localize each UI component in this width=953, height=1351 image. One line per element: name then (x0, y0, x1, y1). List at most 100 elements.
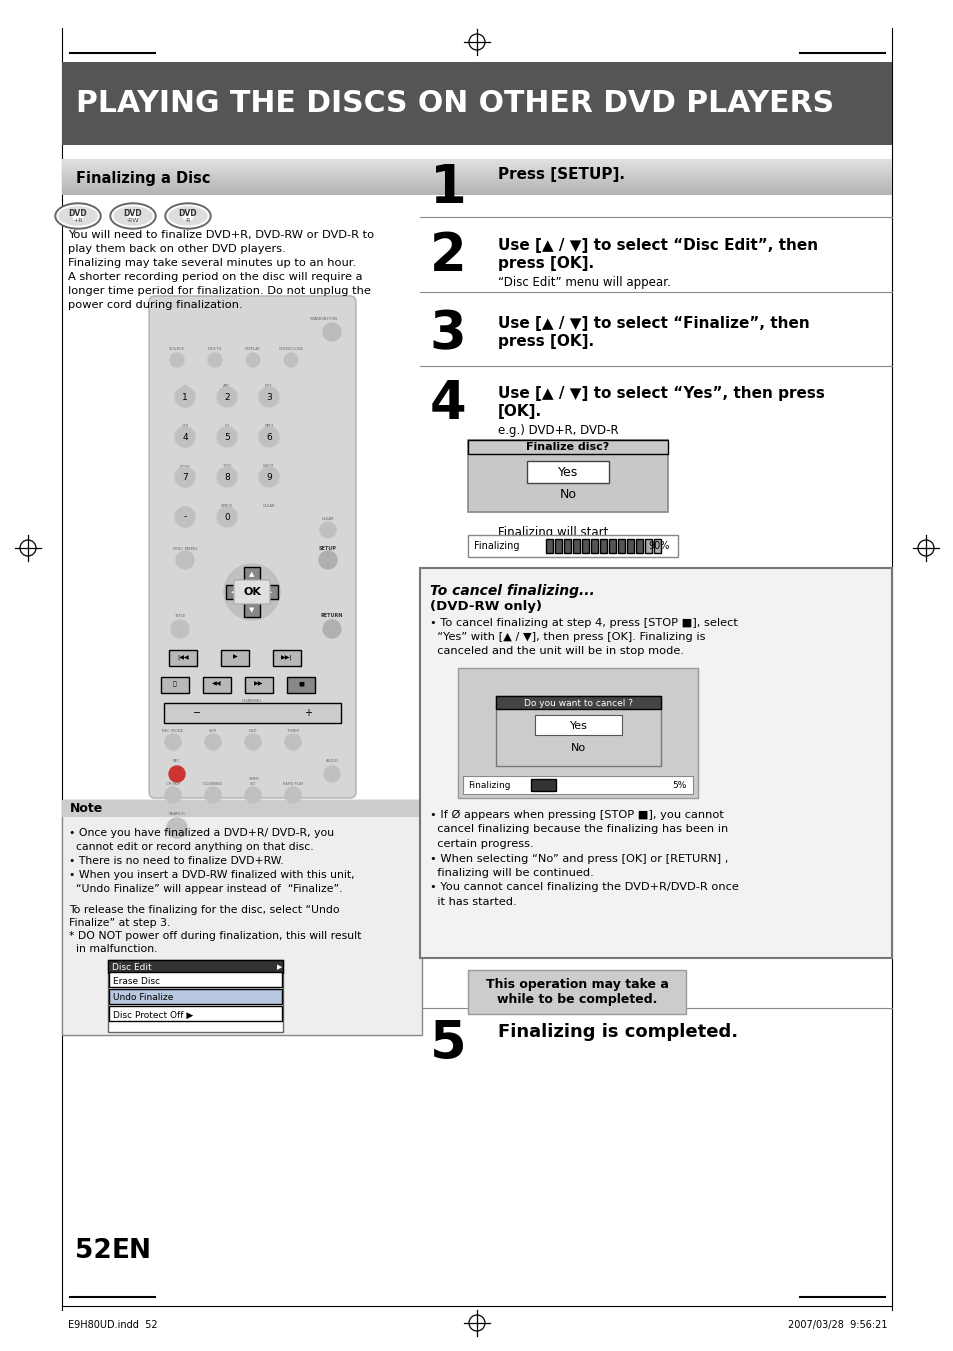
Text: Finalizing will start.: Finalizing will start. (497, 526, 612, 539)
Text: MNO: MNO (264, 424, 274, 428)
FancyBboxPatch shape (626, 539, 634, 553)
Text: • To cancel finalizing at step 4, press [STOP ■], select: • To cancel finalizing at step 4, press … (430, 617, 737, 628)
Text: 90%: 90% (648, 540, 669, 551)
Circle shape (319, 521, 335, 538)
Text: 9: 9 (266, 473, 272, 481)
Text: CHANNEL: CHANNEL (241, 698, 262, 703)
Circle shape (205, 734, 221, 750)
Circle shape (216, 467, 236, 486)
Text: 2: 2 (224, 393, 230, 401)
Text: 5: 5 (224, 432, 230, 442)
FancyBboxPatch shape (149, 296, 355, 798)
FancyBboxPatch shape (161, 677, 189, 693)
Text: VCR: VCR (209, 730, 216, 734)
Circle shape (318, 551, 336, 569)
Text: No: No (558, 489, 576, 501)
Text: RAPID PLAY: RAPID PLAY (283, 782, 303, 786)
Circle shape (224, 563, 280, 620)
Text: Finalizing: Finalizing (468, 781, 510, 789)
Text: To release the finalizing for the disc, select “Undo: To release the finalizing for the disc, … (69, 905, 339, 915)
Circle shape (245, 788, 261, 802)
Text: DVD: DVD (69, 209, 88, 219)
Text: cancel finalizing because the finalizing has been in: cancel finalizing because the finalizing… (430, 824, 727, 835)
Circle shape (245, 734, 261, 750)
FancyBboxPatch shape (573, 539, 579, 553)
Circle shape (324, 766, 339, 782)
Text: To cancel finalizing...: To cancel finalizing... (430, 584, 594, 598)
FancyBboxPatch shape (555, 539, 561, 553)
Circle shape (174, 427, 194, 447)
Text: it has started.: it has started. (430, 897, 517, 907)
Circle shape (169, 766, 185, 782)
Text: @/: @/ (182, 384, 188, 388)
Circle shape (208, 353, 222, 367)
Text: This operation may take a
while to be completed.: This operation may take a while to be co… (485, 978, 668, 1006)
Text: Finalize disc?: Finalize disc? (526, 442, 609, 453)
Text: e.g.) DVD+R, DVD-R: e.g.) DVD+R, DVD-R (497, 424, 618, 436)
Text: in malfunction.: in malfunction. (69, 944, 157, 954)
Circle shape (216, 386, 236, 407)
FancyBboxPatch shape (654, 539, 660, 553)
Circle shape (285, 788, 301, 802)
FancyBboxPatch shape (203, 677, 231, 693)
Text: +: + (304, 708, 312, 717)
Text: PLAYING THE DISCS ON OTHER DVD PLAYERS: PLAYING THE DISCS ON OTHER DVD PLAYERS (76, 89, 833, 118)
Circle shape (174, 507, 194, 527)
Text: JKL: JKL (224, 424, 230, 428)
Text: Finalizing: Finalizing (474, 540, 519, 551)
Text: ⏸: ⏸ (172, 681, 176, 686)
Text: 3: 3 (266, 393, 272, 401)
Text: TIMER
SET: TIMER SET (247, 777, 258, 786)
Circle shape (165, 788, 181, 802)
Ellipse shape (169, 207, 207, 226)
Circle shape (258, 427, 278, 447)
Text: STANDBY/ON: STANDBY/ON (310, 317, 337, 322)
Text: Finalize” at step 3.: Finalize” at step 3. (69, 917, 171, 928)
Text: “Undo Finalize” will appear instead of  “Finalize”.: “Undo Finalize” will appear instead of “… (69, 884, 342, 894)
Ellipse shape (55, 203, 101, 230)
Text: ◀◀: ◀◀ (212, 681, 221, 686)
Text: “Yes” with [▲ / ▼], then press [OK]. Finalizing is: “Yes” with [▲ / ▼], then press [OK]. Fin… (430, 632, 705, 642)
Text: canceled and the unit will be in stop mode.: canceled and the unit will be in stop mo… (430, 646, 683, 657)
Text: 1: 1 (429, 162, 466, 213)
Ellipse shape (167, 205, 209, 227)
FancyBboxPatch shape (62, 62, 891, 145)
Text: SPACE: SPACE (220, 504, 233, 508)
FancyBboxPatch shape (108, 961, 283, 1032)
FancyBboxPatch shape (468, 440, 667, 454)
FancyBboxPatch shape (599, 539, 606, 553)
FancyBboxPatch shape (618, 539, 624, 553)
Text: 8: 8 (224, 473, 230, 481)
Text: ▶▶: ▶▶ (254, 681, 263, 686)
Text: -: - (183, 512, 187, 521)
FancyBboxPatch shape (535, 715, 621, 735)
Ellipse shape (113, 207, 152, 226)
Circle shape (323, 323, 340, 340)
Text: -R: -R (185, 218, 191, 223)
Text: D.DUBBING: D.DUBBING (203, 782, 223, 786)
Text: finalizing will be continued.: finalizing will be continued. (430, 867, 593, 878)
Text: DVD: DVD (249, 730, 257, 734)
Text: 6: 6 (266, 432, 272, 442)
Text: play them back on other DVD players.: play them back on other DVD players. (68, 245, 286, 254)
Circle shape (205, 788, 221, 802)
Circle shape (174, 467, 194, 486)
Text: ▶: ▶ (233, 654, 237, 659)
Text: 2: 2 (429, 230, 466, 282)
Text: 4: 4 (429, 378, 466, 430)
FancyBboxPatch shape (273, 650, 301, 666)
FancyBboxPatch shape (590, 539, 598, 553)
Text: press [OK].: press [OK]. (497, 334, 594, 349)
Text: TUV: TUV (223, 463, 231, 467)
FancyBboxPatch shape (462, 775, 692, 794)
Text: • Once you have finalized a DVD+R/ DVD-R, you: • Once you have finalized a DVD+R/ DVD-R… (69, 828, 334, 838)
FancyBboxPatch shape (545, 539, 553, 553)
Circle shape (216, 427, 236, 447)
Circle shape (323, 620, 340, 638)
Circle shape (246, 353, 260, 367)
FancyBboxPatch shape (226, 585, 242, 598)
Text: ▶: ▶ (267, 589, 273, 594)
Text: 52: 52 (75, 1238, 112, 1265)
Circle shape (171, 620, 189, 638)
Text: certain progress.: certain progress. (430, 839, 533, 848)
